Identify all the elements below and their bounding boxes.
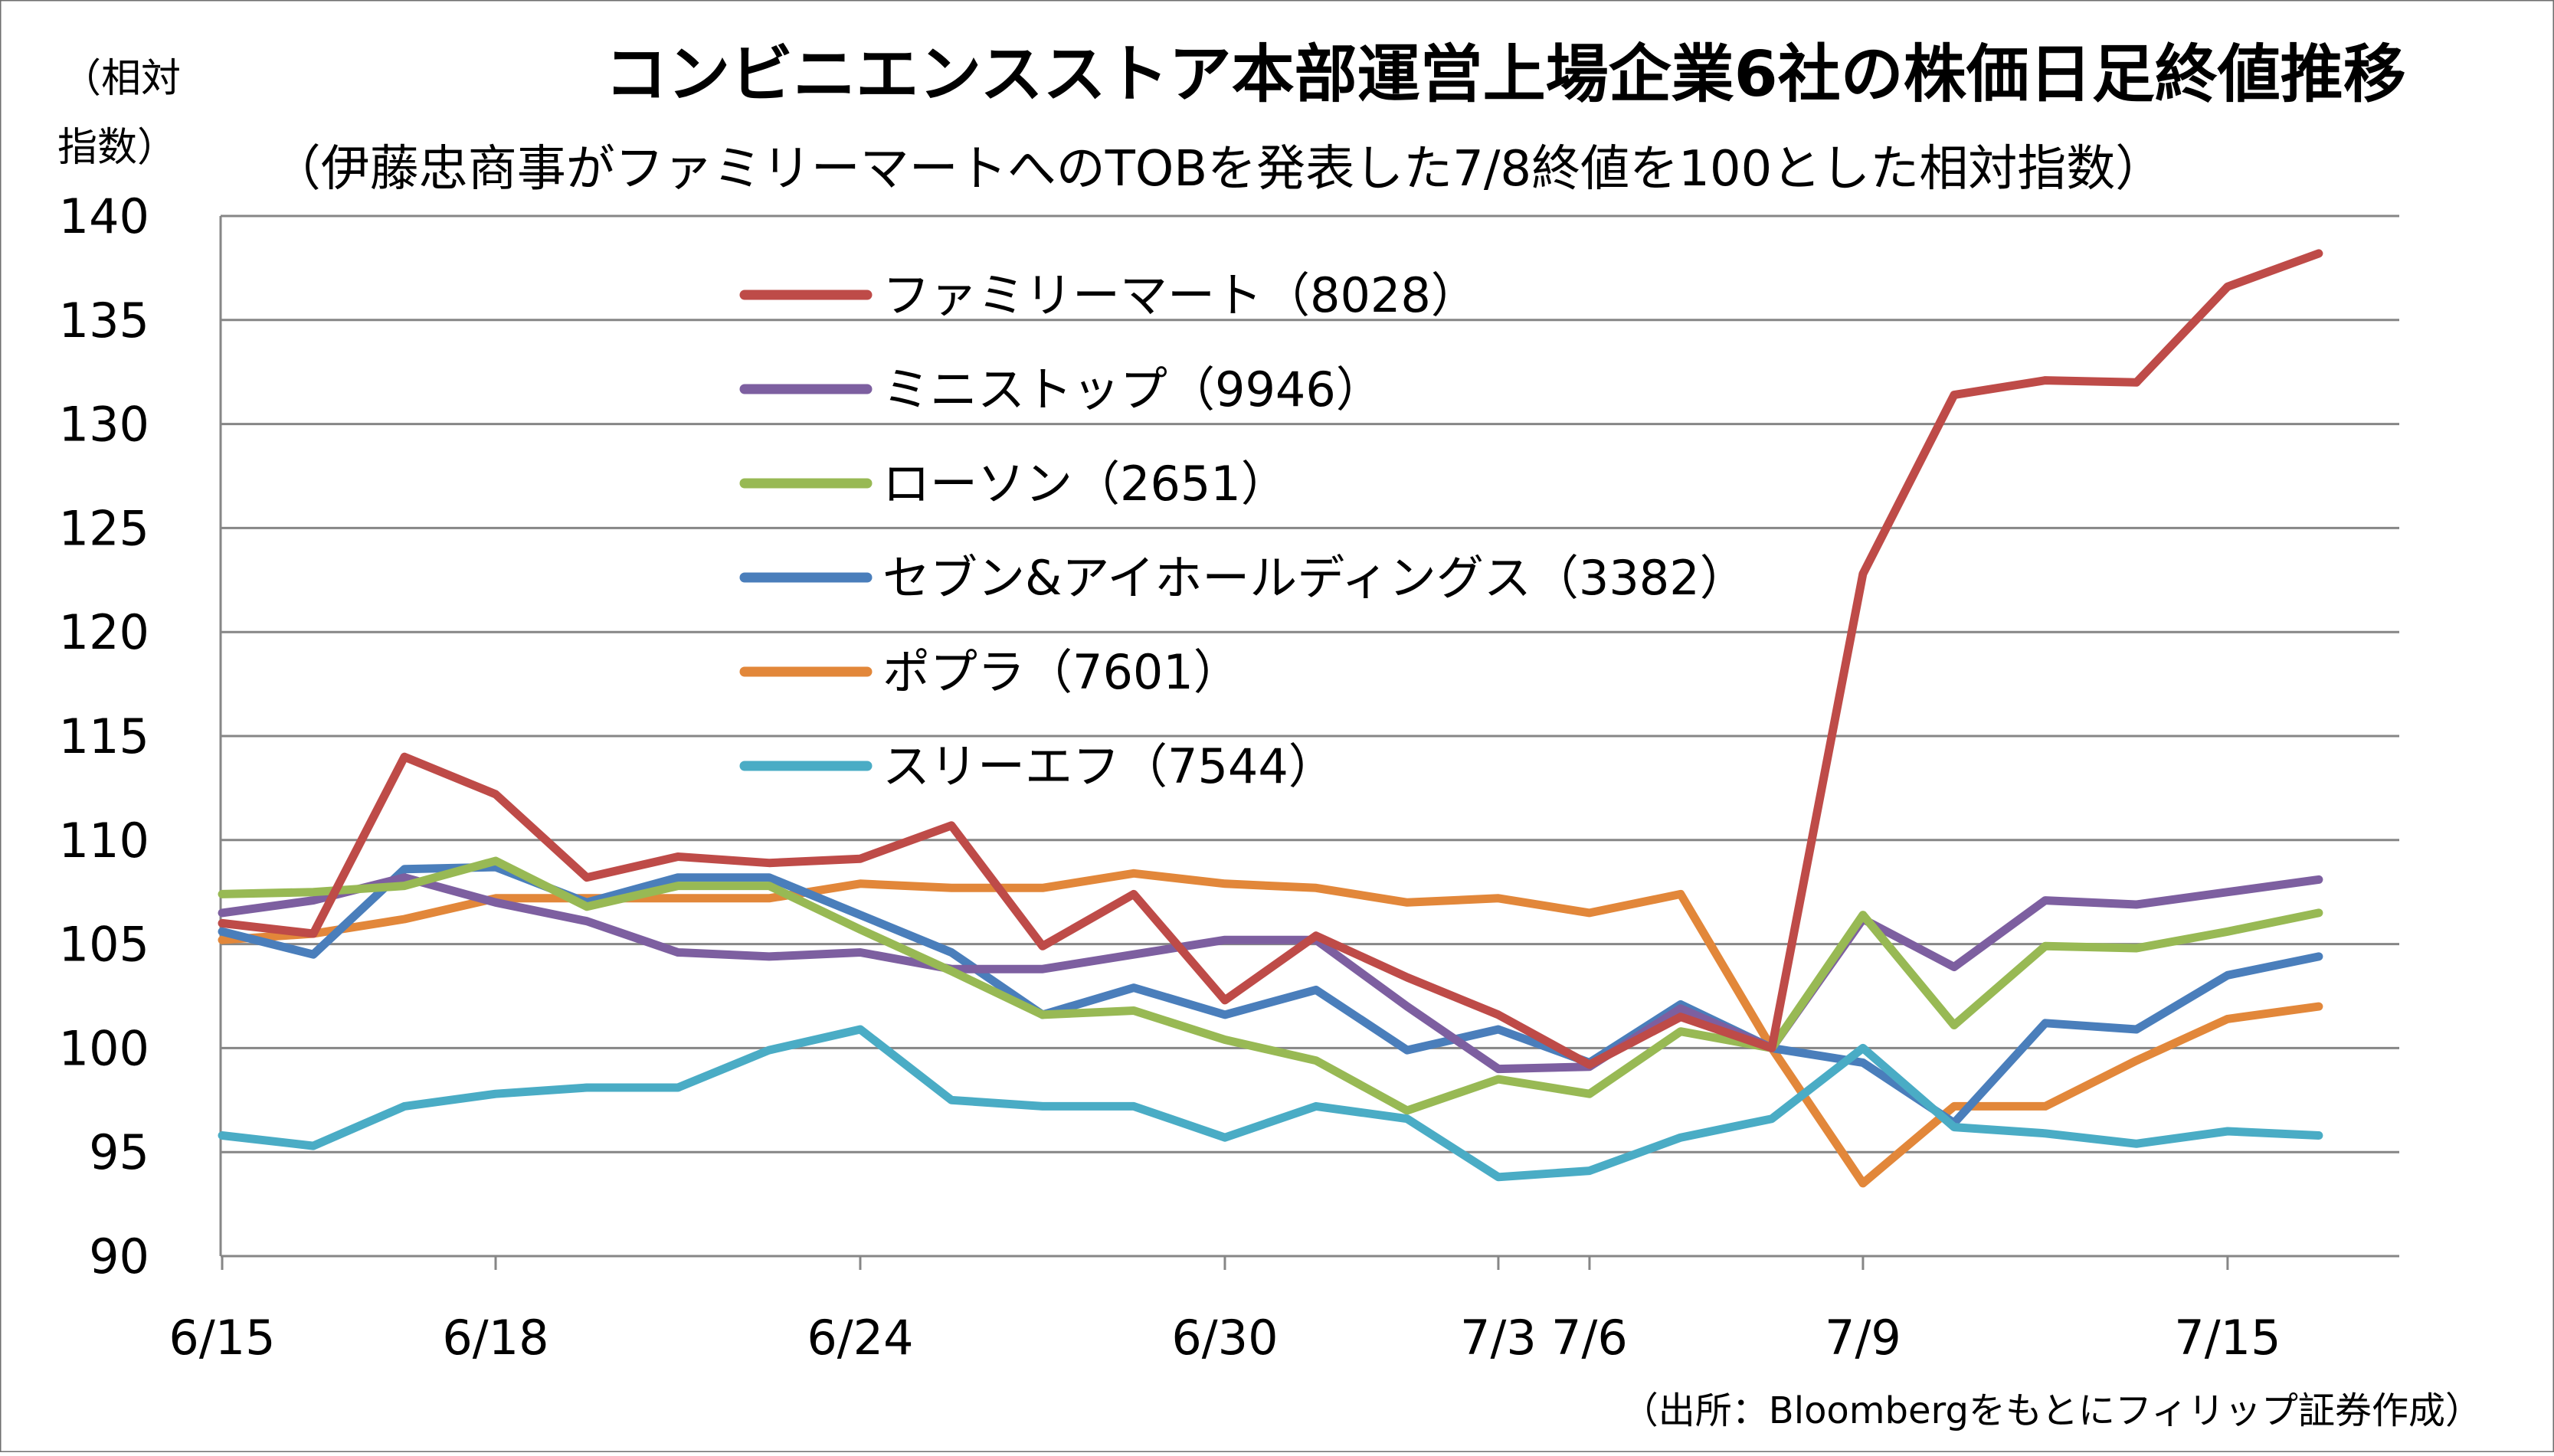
x-tick-label-6-15: 6/15 xyxy=(169,1310,275,1366)
chart-title: コンビニエンスストア本部運営上場企業6社の株価日足終値推移 xyxy=(604,38,2405,111)
series-lines xyxy=(218,249,2323,1188)
x-tick-label-7-9: 7/9 xyxy=(1825,1310,1901,1366)
x-tick-label-7-6: 7/6 xyxy=(1551,1310,1628,1366)
legend-label-1: ファミリーマート（8028） xyxy=(882,267,1478,323)
x-tick-label-7-3: 7/3 xyxy=(1460,1310,1537,1366)
y-tick-label-105: 105 xyxy=(59,917,149,973)
axes xyxy=(219,216,2399,1258)
y-tick-label-90: 90 xyxy=(89,1229,149,1284)
y-tick-label-95: 95 xyxy=(89,1124,149,1180)
y-tick-label-110: 110 xyxy=(59,813,149,869)
y-axis-ticks: 90 95 100 105 110 115 120 125 130 135 140 xyxy=(59,188,149,1284)
legend-label-3: ローソン（2651） xyxy=(882,456,1288,512)
source-note: （出所：Bloombergをもとにフィリップ証券作成） xyxy=(1622,1389,2482,1432)
legend-label-2: ミニストップ（9946） xyxy=(882,362,1383,417)
legend-label-4: セブン&アイホールディングス（3382） xyxy=(882,550,1747,606)
y-axis-label-line-2: 指数） xyxy=(57,125,177,171)
y-tick-label-100: 100 xyxy=(59,1020,149,1076)
y-tick-label-135: 135 xyxy=(59,293,149,348)
y-tick-label-130: 130 xyxy=(59,397,149,453)
legend-label-5: ポプラ（7601） xyxy=(882,644,1241,700)
y-tick-label-120: 120 xyxy=(59,604,149,660)
y-axis-label-line-1: （相対 xyxy=(61,56,181,102)
y-tick-label-140: 140 xyxy=(59,188,149,244)
x-tick-label-6-18: 6/18 xyxy=(442,1310,548,1366)
x-tick-label-7-15: 7/15 xyxy=(2174,1310,2281,1366)
series-line-2 xyxy=(218,873,2323,1074)
y-tick-label-125: 125 xyxy=(59,500,149,556)
series-line-1 xyxy=(218,249,2323,1069)
gridlines xyxy=(221,214,2399,1153)
x-tick-label-6-30: 6/30 xyxy=(1171,1310,1278,1366)
chart-subtitle: （伊藤忠商事がファミリーマートへのTOBを発表した7/8終値を100とした相対指… xyxy=(272,141,2165,198)
legend-label-6: スリーエフ（7544） xyxy=(882,738,1336,794)
series-line-6 xyxy=(218,1025,2323,1182)
y-tick-label-115: 115 xyxy=(59,708,149,764)
x-tick-label-6-24: 6/24 xyxy=(807,1310,913,1366)
x-axis-ticks: 6/15 6/18 6/24 6/30 7/3 7/6 7/9 7/15 xyxy=(169,1256,2281,1366)
series-line-3 xyxy=(218,856,2323,1115)
legend: ファミリーマート（8028） ミニストップ（9946） ローソン（2651） セブン&… xyxy=(739,267,1747,794)
